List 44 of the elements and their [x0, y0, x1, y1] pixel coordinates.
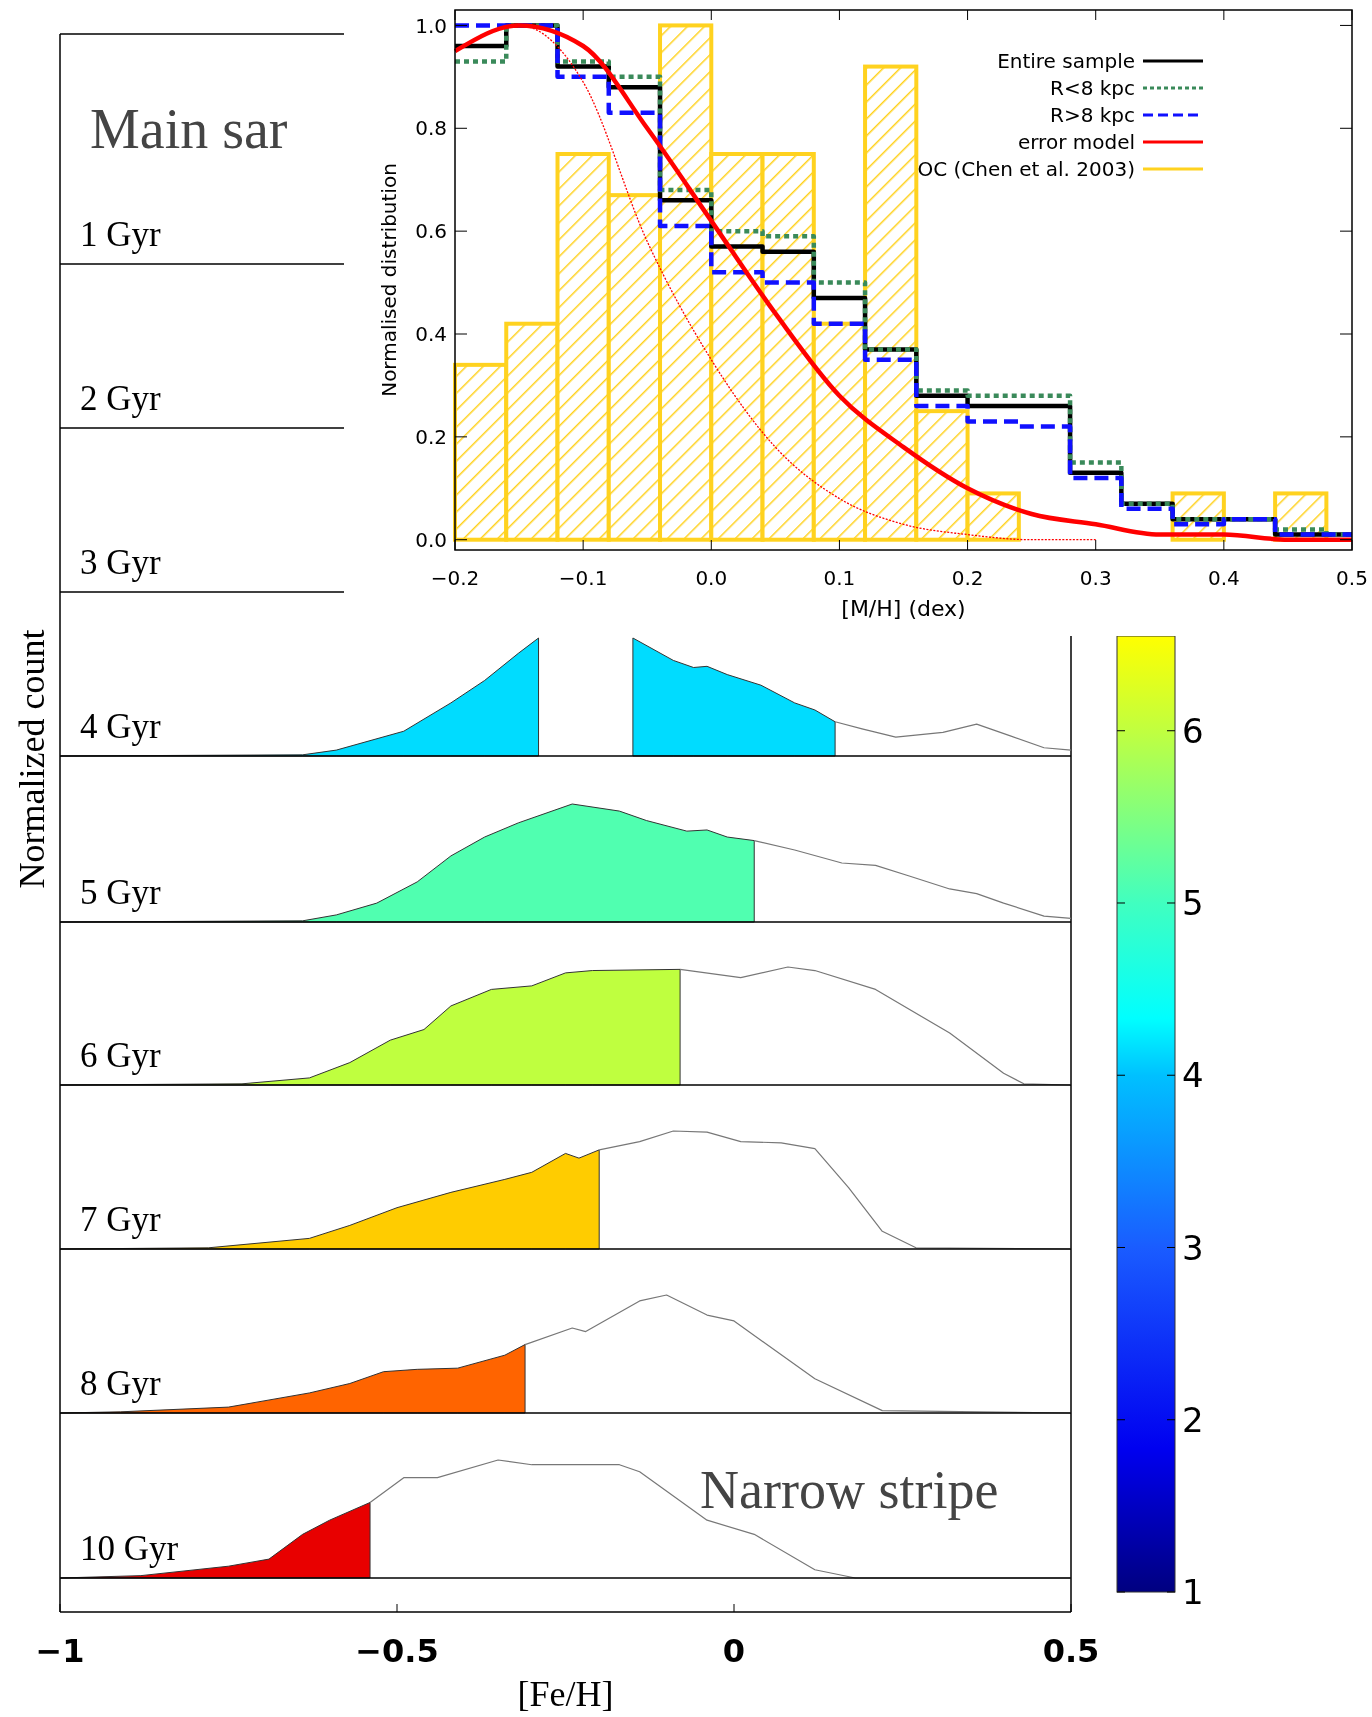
- color-bar-label: 4: [1182, 1055, 1204, 1096]
- x-tick-label: 0: [722, 1632, 746, 1670]
- x-tick-label: 0.2: [951, 566, 984, 590]
- annotation: Narrow stripe: [700, 1460, 999, 1520]
- x-tick-label: −0.5: [355, 1632, 439, 1670]
- x-tick-label: 0.4: [1207, 566, 1240, 590]
- x-tick-label: −0.1: [558, 566, 608, 590]
- color-bar-label: 1: [1182, 1572, 1204, 1613]
- x-tick-label: 0.5: [1336, 566, 1368, 590]
- series-label: 5 Gyr: [80, 873, 162, 912]
- y-tick-label: 1.0: [415, 13, 447, 38]
- y-axis-title: Normalized count: [12, 629, 52, 889]
- series-label: 10 Gyr: [80, 1529, 179, 1568]
- legend-label: R<8 kpc: [1049, 76, 1135, 101]
- x-tick-label: −0.2: [430, 566, 480, 590]
- legend-label: error model: [1017, 130, 1135, 155]
- x-tick-label: 0.1: [823, 566, 856, 590]
- x-tick-label: −1: [35, 1632, 85, 1670]
- color-bar-label: 5: [1182, 883, 1204, 924]
- x-tick-label: 0.0: [695, 566, 728, 590]
- series-label: OC (Chen et al. 2003): [917, 157, 1135, 182]
- y-tick-label: 0.4: [415, 322, 447, 347]
- x-axis-title: [M/H] (dex): [841, 596, 966, 621]
- legend-label: Entire sample: [997, 49, 1135, 74]
- text: Main sar: [90, 98, 288, 160]
- color-bar-label: 2: [1182, 1399, 1204, 1440]
- x-tick-label: 0.5: [1042, 1632, 1100, 1670]
- series-label: 8 Gyr: [80, 1364, 162, 1403]
- x-tick-label: 0.3: [1079, 566, 1112, 590]
- legend-label: R>8 kpc: [1049, 103, 1135, 128]
- text: 1 Gyr: [80, 215, 162, 254]
- y-tick-label: 0.2: [415, 425, 447, 450]
- series-label: 6 Gyr: [80, 1036, 162, 1075]
- x-axis-title: [Fe/H]: [517, 1674, 614, 1714]
- y-axis-title: Normalised distribution: [377, 163, 401, 397]
- series-label: 7 Gyr: [80, 1200, 162, 1239]
- text: 2 Gyr: [80, 379, 162, 418]
- color-bar-label: 6: [1182, 710, 1204, 751]
- y-tick-label: 0.0: [415, 527, 447, 552]
- text: 3 Gyr: [80, 543, 162, 582]
- y-tick-label: 0.6: [415, 219, 447, 244]
- color-bar-label: 3: [1182, 1227, 1204, 1268]
- y-tick-label: 0.8: [415, 116, 447, 141]
- series-label: 4 Gyr: [80, 707, 162, 746]
